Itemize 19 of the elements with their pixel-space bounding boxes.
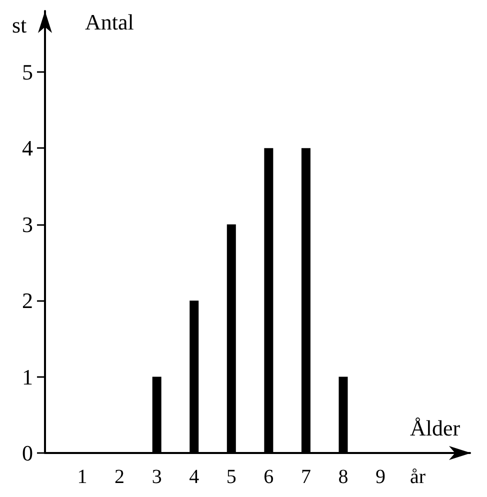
y-tick-label: 3	[22, 212, 33, 237]
x-axis-title: Ålder	[410, 416, 461, 440]
y-tick-label: 4	[22, 136, 33, 161]
x-tick-label: 5	[226, 466, 236, 488]
x-tick-label: 1	[77, 466, 88, 488]
x-tick-label: 8	[338, 466, 348, 488]
y-axis-title: Antal	[85, 10, 134, 34]
x-tick-label: år	[410, 466, 426, 488]
x-tick-label: 9	[376, 466, 386, 488]
x-tick-label: 4	[189, 466, 200, 488]
y-tick-label: 2	[22, 288, 33, 314]
x-tick-label: 3	[152, 466, 162, 488]
x-tick-label: 7	[300, 466, 311, 488]
y-tick-label: 5	[22, 59, 33, 84]
y-tick-label: 1	[22, 364, 33, 390]
text: st	[12, 12, 27, 38]
x-tick-label: 6	[264, 466, 274, 488]
x-tick-label: 2	[114, 466, 125, 488]
y-tick-label: 0	[22, 440, 33, 466]
